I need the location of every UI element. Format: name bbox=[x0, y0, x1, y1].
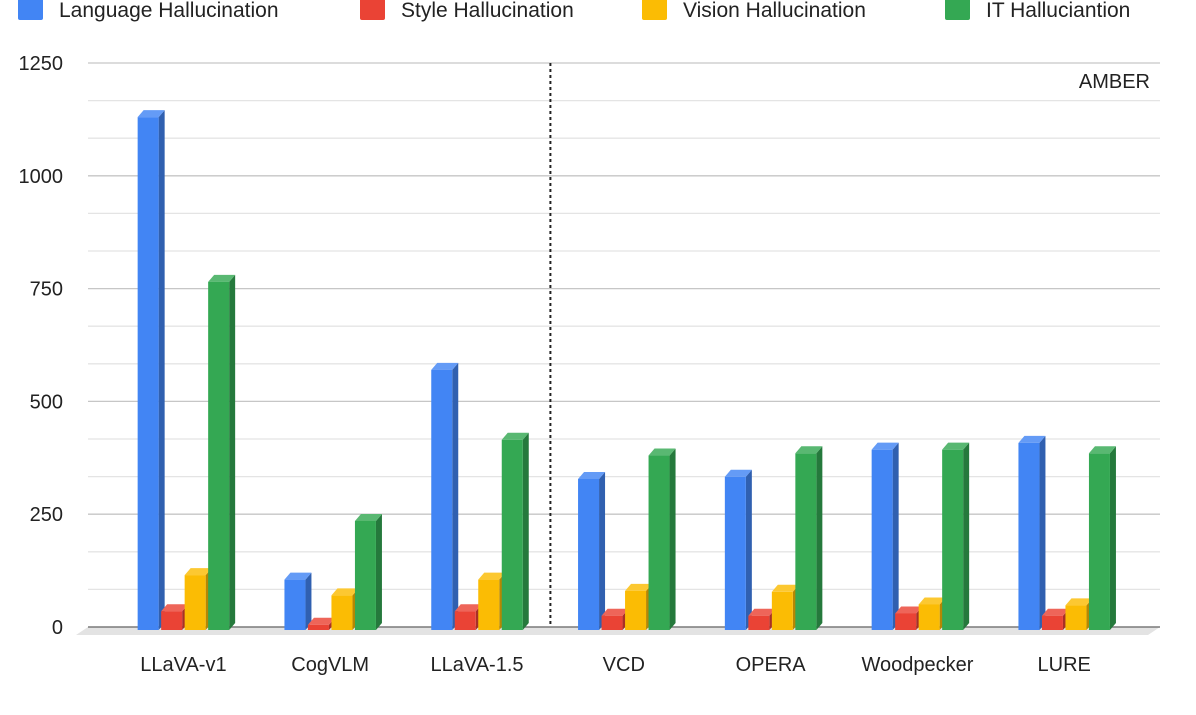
bar bbox=[454, 604, 482, 630]
legend-swatch bbox=[18, 0, 43, 20]
legend-item: IT Halluciantion bbox=[945, 0, 1130, 22]
bar bbox=[795, 446, 823, 630]
bar bbox=[1065, 598, 1093, 630]
x-tick-label: LLaVA-1.5 bbox=[430, 654, 523, 676]
bar bbox=[284, 572, 312, 630]
bar bbox=[161, 604, 189, 630]
bar bbox=[208, 274, 236, 630]
x-tick-label: LURE bbox=[1038, 654, 1091, 676]
x-tick-label: VCD bbox=[603, 654, 645, 676]
bar bbox=[625, 583, 653, 630]
legend-item: Language Hallucination bbox=[18, 0, 279, 22]
bar bbox=[578, 472, 606, 630]
x-tick-label: OPERA bbox=[736, 654, 807, 676]
bar bbox=[895, 606, 923, 630]
bar bbox=[1088, 446, 1116, 630]
bar bbox=[1041, 608, 1069, 630]
legend-item: Vision Hallucination bbox=[642, 0, 866, 22]
y-tick-label: 750 bbox=[30, 279, 63, 301]
x-tick-label: Woodpecker bbox=[861, 654, 973, 676]
bar bbox=[478, 572, 506, 630]
bar bbox=[431, 362, 459, 630]
bar bbox=[871, 442, 899, 630]
legend-label: Language Hallucination bbox=[59, 0, 279, 22]
y-axis: 0 250 500 750 1000 1250 bbox=[19, 53, 64, 639]
bar bbox=[137, 110, 165, 631]
bar bbox=[648, 448, 676, 630]
bar bbox=[354, 513, 382, 630]
x-axis: LLaVA-v1 CogVLM LLaVA-1.5 VCD OPERA Woodpecke… bbox=[140, 654, 1091, 676]
x-tick-label: LLaVA-v1 bbox=[140, 654, 226, 676]
gridlines bbox=[88, 62, 1160, 591]
bar bbox=[501, 432, 529, 630]
bar bbox=[942, 442, 970, 630]
x-tick-label: CogVLM bbox=[291, 654, 369, 676]
legend-label: Style Hallucination bbox=[401, 0, 574, 22]
bar bbox=[724, 469, 752, 630]
chart-annotation: AMBER bbox=[1079, 71, 1150, 93]
y-tick-label: 500 bbox=[30, 391, 63, 413]
bars bbox=[137, 110, 1116, 631]
bar bbox=[184, 568, 212, 630]
legend-label: IT Halluciantion bbox=[986, 0, 1130, 22]
legend-item: Style Hallucination bbox=[360, 0, 574, 22]
bar bbox=[918, 597, 946, 630]
y-tick-label: 0 bbox=[52, 617, 63, 639]
y-tick-label: 1000 bbox=[19, 166, 64, 188]
legend-swatch bbox=[360, 0, 385, 20]
y-tick-label: 1250 bbox=[19, 53, 64, 75]
bar bbox=[601, 608, 629, 630]
bar bbox=[1018, 435, 1046, 630]
legend-swatch bbox=[642, 0, 667, 20]
y-tick-label: 250 bbox=[30, 504, 63, 526]
bar bbox=[748, 608, 776, 630]
legend: Language Hallucination Style Hallucinatio… bbox=[18, 0, 1130, 22]
legend-swatch bbox=[945, 0, 970, 20]
legend-label: Vision Hallucination bbox=[683, 0, 866, 22]
bar bbox=[331, 588, 359, 630]
bar bbox=[771, 584, 799, 630]
